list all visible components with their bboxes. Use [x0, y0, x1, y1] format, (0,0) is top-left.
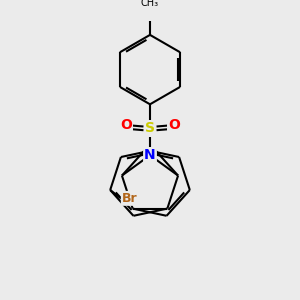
Text: Br: Br — [122, 192, 137, 205]
Text: N: N — [144, 148, 156, 162]
Text: S: S — [145, 122, 155, 135]
Text: CH₃: CH₃ — [141, 0, 159, 8]
Text: O: O — [120, 118, 132, 132]
Text: O: O — [168, 118, 180, 132]
